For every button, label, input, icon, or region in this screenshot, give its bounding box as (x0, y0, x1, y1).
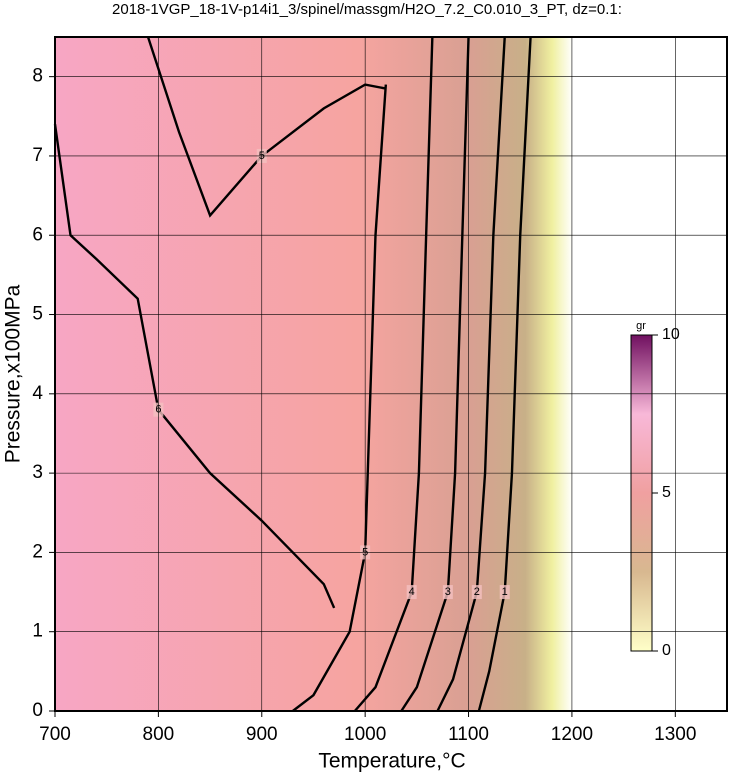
plot-background (55, 37, 727, 711)
x-tick-label: 800 (143, 724, 175, 745)
y-tick-label: 7 (32, 145, 43, 166)
colorbar-tick-label: 10 (662, 326, 680, 343)
y-tick-label: 3 (32, 462, 43, 483)
contour-line (436, 36, 506, 712)
contour-line (353, 36, 434, 712)
y-axis-label: Pressure,x100MPa (2, 284, 25, 463)
contour-label: 4 (409, 586, 415, 598)
contour-label-bg (406, 585, 417, 600)
contour-line (400, 36, 470, 712)
contour-label: 3 (445, 586, 451, 598)
colorbar-tick-label: 5 (662, 484, 671, 501)
x-tick-label: 1000 (344, 724, 386, 745)
contour-label-bg (442, 585, 453, 600)
y-tick-label: 6 (32, 224, 43, 245)
colorbar-tick-label: 0 (662, 642, 671, 659)
contour-label: 2 (474, 586, 480, 598)
y-tick-label: 5 (32, 304, 43, 325)
chart-title: 2018-1VGP_18-1V-p14i1_3/spinel/massgm/H2… (112, 1, 622, 18)
contour-label-bg (499, 585, 510, 600)
x-tick-label: 1100 (448, 724, 489, 745)
plot-frame (54, 36, 728, 712)
contour-label-bg (471, 585, 482, 600)
colorbar (630, 334, 653, 652)
colorbar-label: gr (636, 320, 646, 332)
contour-line (477, 36, 532, 712)
y-tick-label: 4 (32, 383, 43, 404)
y-tick-label: 1 (32, 621, 43, 642)
y-tick-label: 0 (32, 700, 43, 721)
x-tick-label: 1200 (551, 724, 593, 745)
x-axis-label: Temperature,°C (318, 750, 465, 773)
contour-label: 1 (502, 586, 508, 598)
x-tick-label: 1300 (654, 724, 696, 745)
y-tick-label: 2 (32, 541, 43, 562)
x-tick-label: 900 (246, 724, 278, 745)
x-tick-label: 700 (39, 724, 71, 745)
y-tick-label: 8 (32, 66, 43, 87)
